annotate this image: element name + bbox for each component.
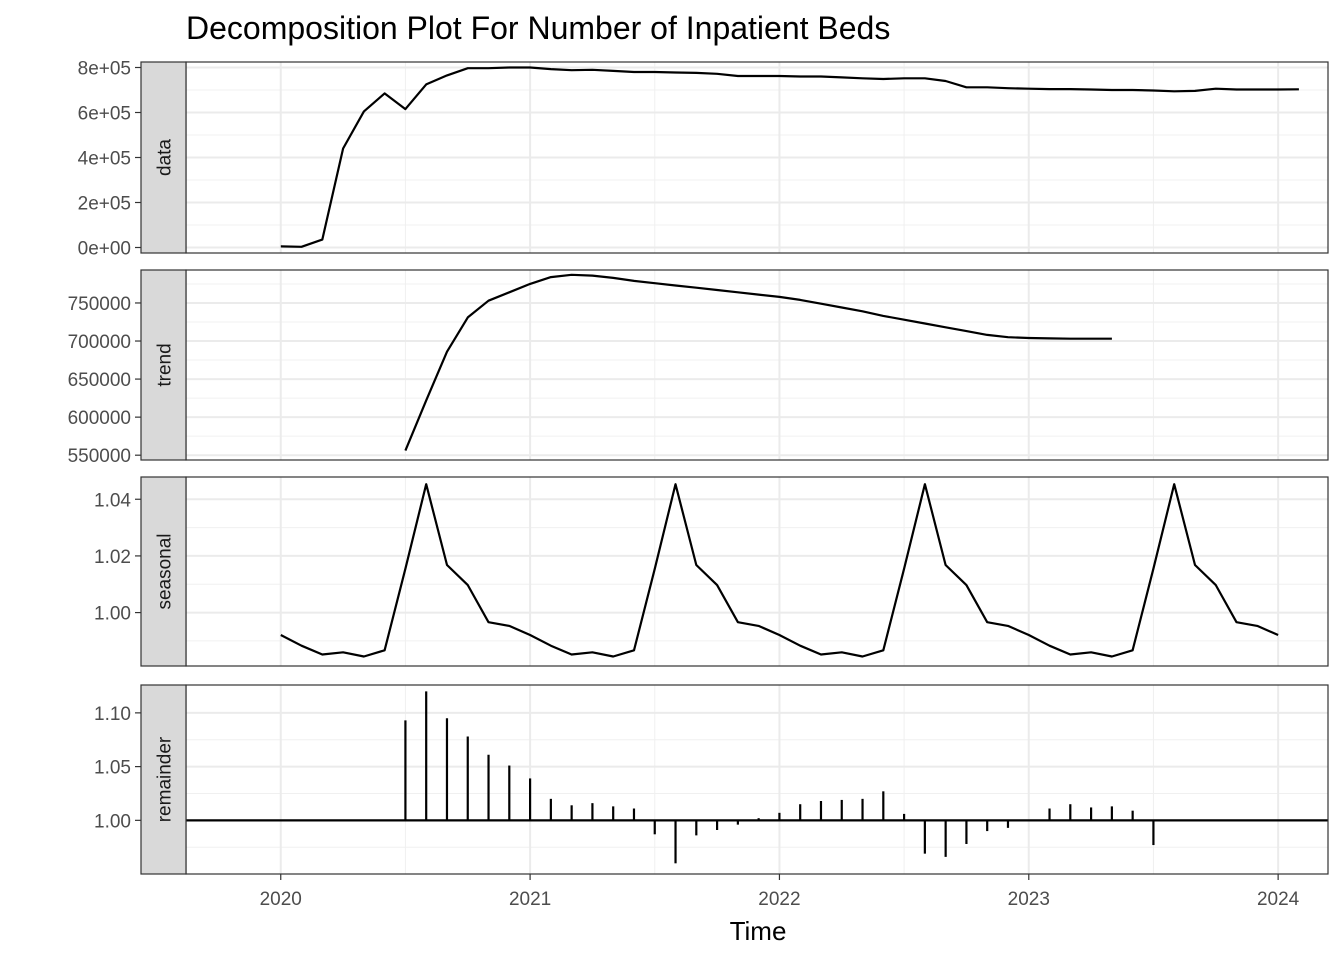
y-tick-label: 6e+05 bbox=[78, 104, 131, 125]
y-tick-label: 1.00 bbox=[94, 604, 131, 625]
panel-background bbox=[186, 685, 1328, 874]
panel-seasonal: seasonal 1.00 1.02 1.04 bbox=[94, 476, 1329, 667]
y-tick-label: 750000 bbox=[68, 294, 131, 315]
series-line-trend bbox=[404, 273, 1112, 452]
x-tick-label: 2022 bbox=[758, 889, 800, 910]
series-line-data bbox=[280, 66, 1299, 248]
panel-background bbox=[186, 477, 1328, 666]
y-tick-label: 1.05 bbox=[94, 758, 131, 779]
y-tick-label: 650000 bbox=[68, 370, 131, 391]
strip-label-data: data bbox=[155, 139, 176, 176]
y-tick-label: 600000 bbox=[68, 408, 131, 429]
y-tick-label: 700000 bbox=[68, 332, 131, 353]
y-tick-label: 4e+05 bbox=[78, 149, 131, 170]
panel-data: data 0e+00 2e+05 4e+05 6e+05 8e+05 bbox=[78, 59, 1329, 260]
y-tick-label: 1.04 bbox=[94, 490, 131, 511]
y-tick-label: 2e+05 bbox=[78, 194, 131, 215]
chart-title: Decomposition Plot For Number of Inpatie… bbox=[186, 10, 890, 46]
y-tick-label: 1.00 bbox=[94, 811, 131, 832]
strip-remainder bbox=[140, 684, 187, 875]
panel-background bbox=[186, 270, 1328, 460]
strip-seasonal bbox=[140, 476, 187, 667]
x-tick-label: 2021 bbox=[509, 889, 551, 910]
y-tick-label: 1.02 bbox=[94, 547, 131, 568]
panel-trend: trend 550000 600000 650000 700000 750000 bbox=[68, 269, 1329, 467]
strip-data bbox=[140, 61, 187, 254]
x-tick-label: 2023 bbox=[1008, 889, 1050, 910]
strip-label-seasonal: seasonal bbox=[155, 533, 176, 609]
strip-label-remainder: remainder bbox=[155, 736, 176, 822]
strip-label-trend: trend bbox=[155, 343, 176, 386]
x-tick-label: 2020 bbox=[260, 889, 302, 910]
y-tick-label: 1.10 bbox=[94, 704, 131, 725]
x-tick-label: 2024 bbox=[1257, 889, 1300, 910]
series-line-seasonal bbox=[280, 483, 1279, 658]
x-axis-title: Time bbox=[730, 916, 787, 946]
y-tick-label: 8e+05 bbox=[78, 59, 131, 80]
y-tick-label: 550000 bbox=[68, 446, 131, 467]
strip-trend bbox=[140, 269, 187, 461]
panel-remainder: remainder 1.00 1.05 1.10 bbox=[94, 684, 1329, 875]
y-tick-label: 0e+00 bbox=[78, 239, 131, 260]
